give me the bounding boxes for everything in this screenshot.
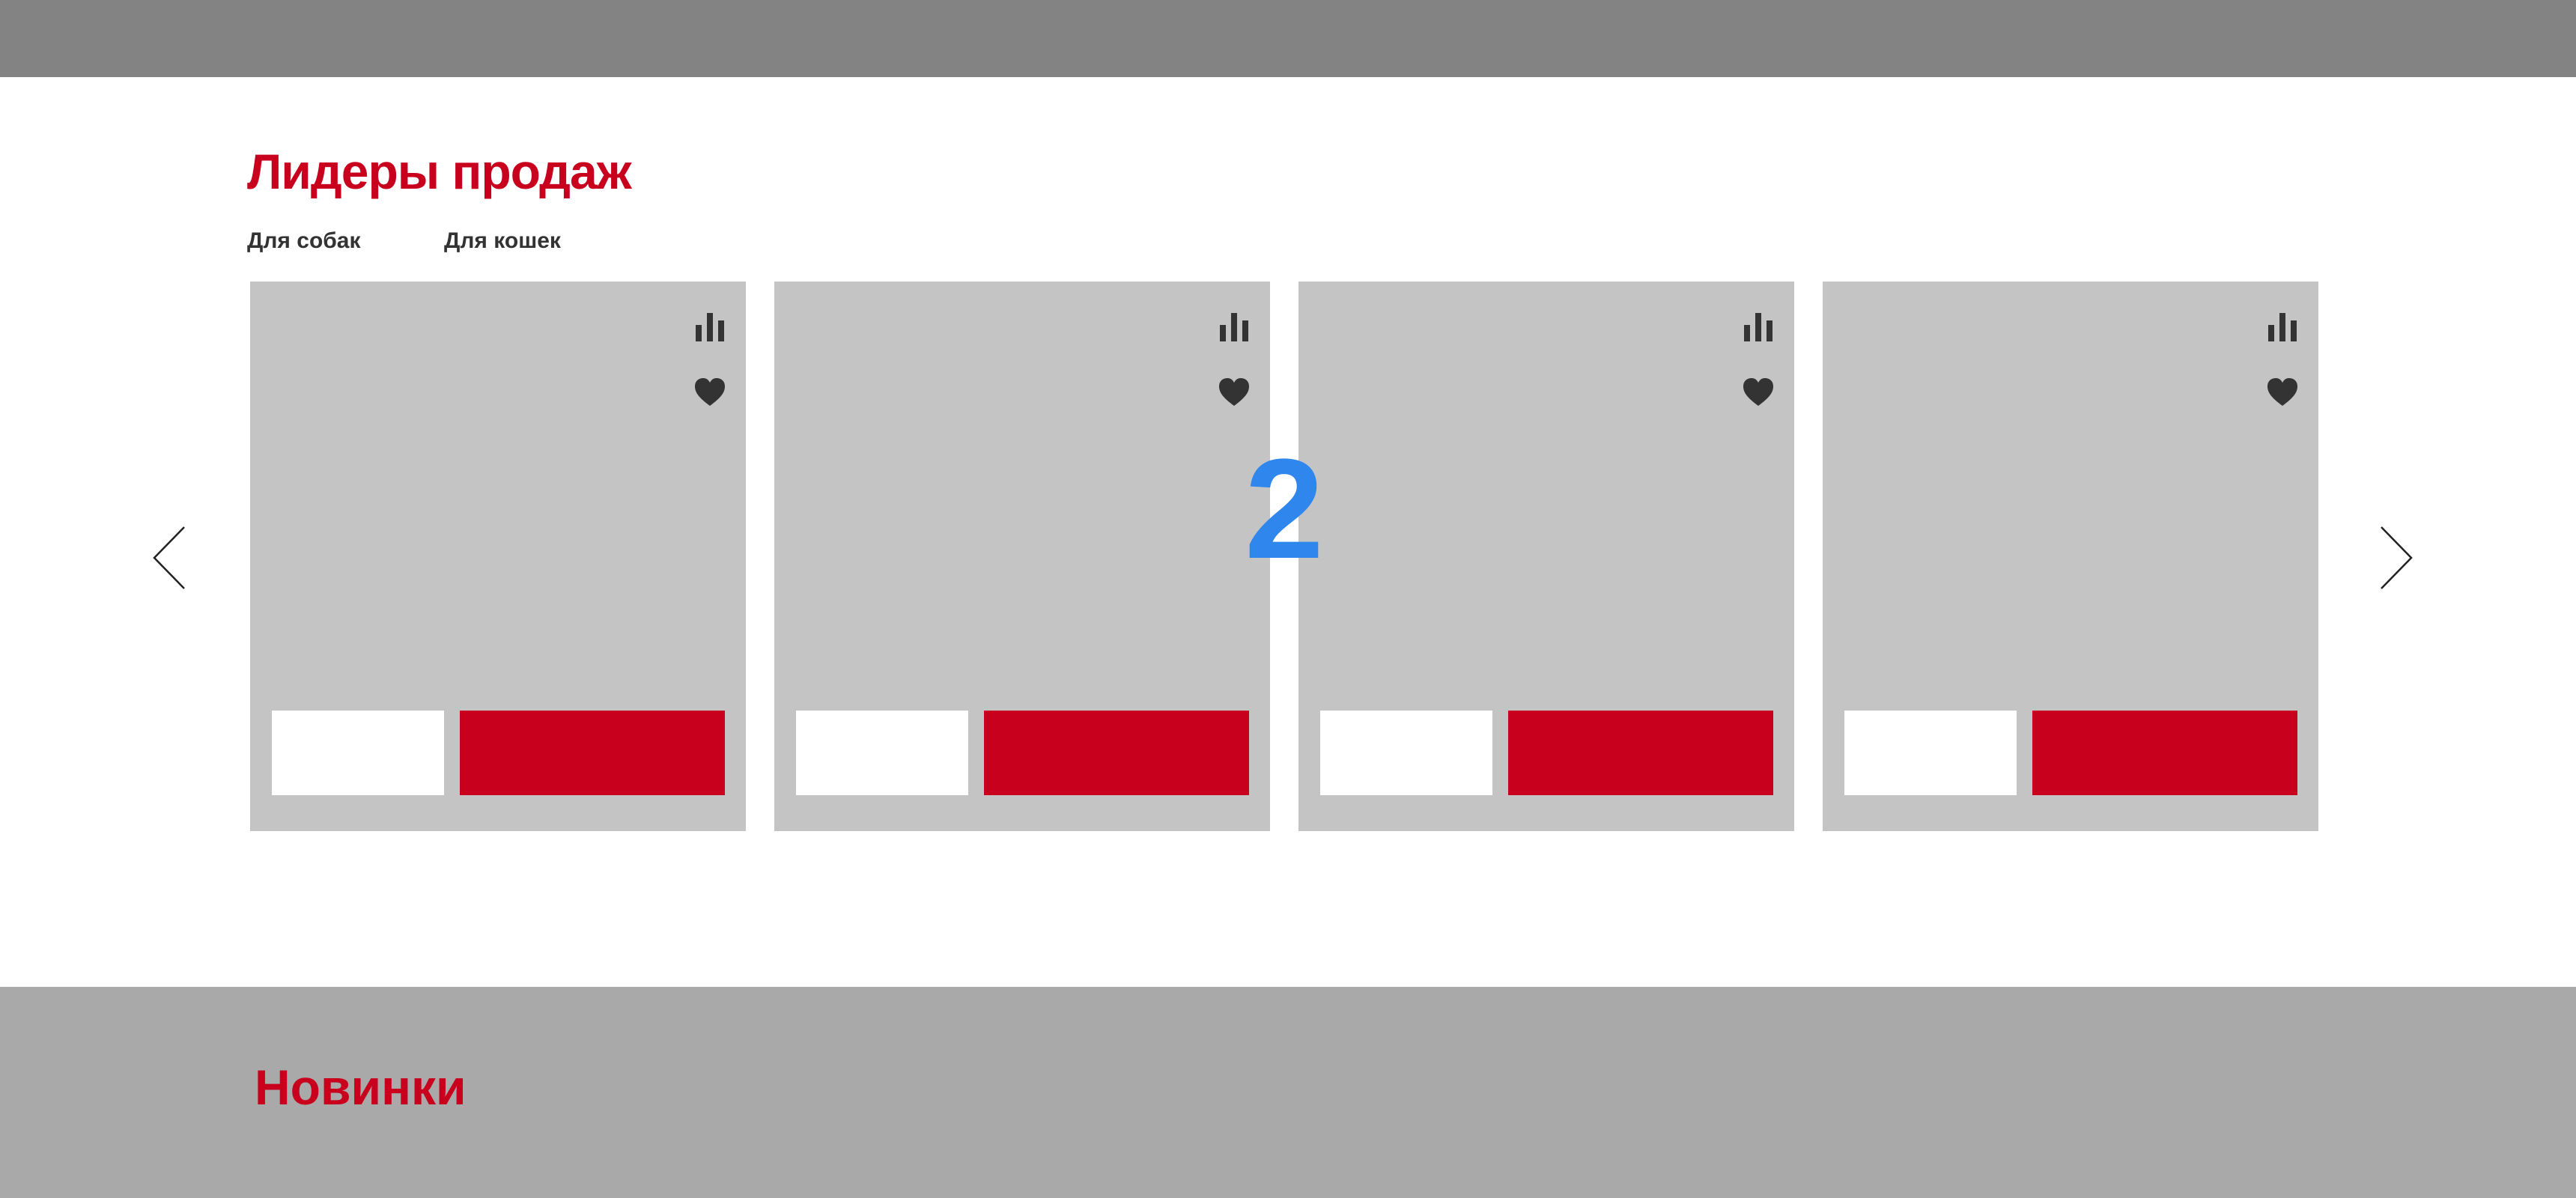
- tab-for-cats[interactable]: Для кошек: [444, 228, 561, 253]
- bestsellers-title: Лидеры продаж: [247, 144, 632, 199]
- card-primary-button[interactable]: [984, 711, 1249, 795]
- card-primary-button[interactable]: [460, 711, 725, 795]
- bar-chart-icon[interactable]: [694, 310, 726, 343]
- product-card[interactable]: [1823, 282, 2318, 831]
- bar-chart-icon[interactable]: [1218, 310, 1250, 343]
- card-secondary-button[interactable]: [796, 711, 968, 795]
- chevron-left-icon[interactable]: [151, 524, 189, 592]
- carousel-page-indicator: 2: [1245, 430, 1324, 589]
- card-secondary-button[interactable]: [1320, 711, 1492, 795]
- heart-icon[interactable]: [1218, 377, 1250, 407]
- product-card[interactable]: [250, 282, 746, 831]
- card-secondary-button[interactable]: [1844, 711, 2017, 795]
- heart-icon[interactable]: [694, 377, 726, 407]
- card-secondary-button[interactable]: [272, 711, 444, 795]
- card-primary-button[interactable]: [1508, 711, 1773, 795]
- product-card[interactable]: [1298, 282, 1794, 831]
- chevron-right-icon[interactable]: [2377, 524, 2414, 592]
- card-primary-button[interactable]: [2032, 711, 2297, 795]
- heart-icon[interactable]: [2267, 377, 2298, 407]
- tab-for-dogs[interactable]: Для собак: [247, 228, 361, 253]
- heart-icon[interactable]: [1743, 377, 1774, 407]
- new-arrivals-section: Новинки: [0, 987, 2576, 1198]
- product-card[interactable]: [774, 282, 1270, 831]
- new-arrivals-title: Новинки: [255, 1059, 467, 1115]
- bar-chart-icon[interactable]: [2267, 310, 2298, 343]
- bar-chart-icon[interactable]: [1743, 310, 1774, 343]
- top-header-bar: [0, 0, 2576, 77]
